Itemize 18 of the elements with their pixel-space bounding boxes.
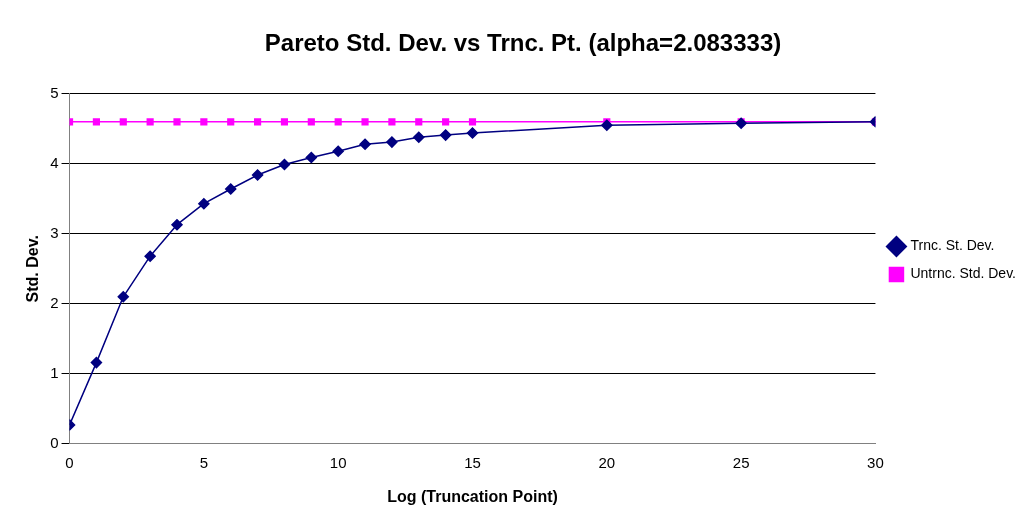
x-tick-label: 5 — [199, 453, 209, 471]
chart-title: Pareto Std. Dev. vs Trnc. Pt. (alpha=2.083333) — [264, 29, 782, 57]
x-tick-label: 30 — [867, 453, 884, 471]
y-tick-label: 2 — [50, 293, 59, 311]
y-axis-title: Std. Dev. — [24, 235, 42, 303]
x-tick-label: 15 — [464, 453, 481, 471]
y-tick-label: 5 — [50, 83, 59, 101]
x-tick-label: 10 — [329, 453, 347, 471]
y-tick-label: 3 — [50, 223, 59, 241]
x-axis-title: Log (Truncation Point) — [387, 487, 558, 505]
y-tick-label: 4 — [50, 153, 59, 171]
legend-label: Untrnc. Std. Dev. — [910, 265, 1017, 282]
y-tick-label: 1 — [50, 363, 59, 381]
y-tick-label: 0 — [50, 433, 59, 451]
x-tick-label: 0 — [65, 453, 74, 471]
x-tick-label: 20 — [598, 453, 616, 471]
legend-label: Trnc. St. Dev. — [910, 237, 995, 254]
x-tick-label: 25 — [732, 453, 750, 471]
